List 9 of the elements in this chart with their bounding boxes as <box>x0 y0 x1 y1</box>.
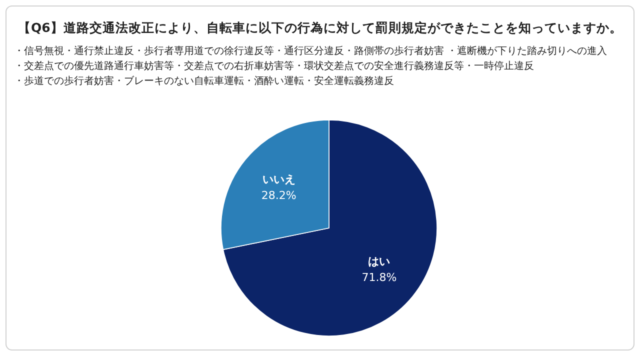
data-label: 71.8% <box>362 270 397 284</box>
text: ・信号無視・通行禁止違反・歩行者専用道での徐行違反等・通行区分違反・路側帯の歩行者妨害 ・遮断機が下りた踏み切りへの進入 <box>14 45 608 57</box>
text: ・歩道での歩行者妨害・ブレーキのない自転車運転・酒酔い運転・安全運転義務違反 <box>14 75 394 87</box>
slice-label: はい <box>368 254 390 268</box>
slice-label: いいえ <box>262 173 296 186</box>
data-label: 28.2% <box>261 189 296 202</box>
pie-slice <box>222 120 438 336</box>
chart-title: 【Q6】道路交通法改正により、自転車に以下の行為に対して罰則規定ができたことを知っていますか。 <box>18 20 622 35</box>
text: ・交差点での優先道路通行車妨害等・交差点での右折車妨害等・環状交差点での安全進行義務違反等・一時停止違反 <box>14 60 534 72</box>
